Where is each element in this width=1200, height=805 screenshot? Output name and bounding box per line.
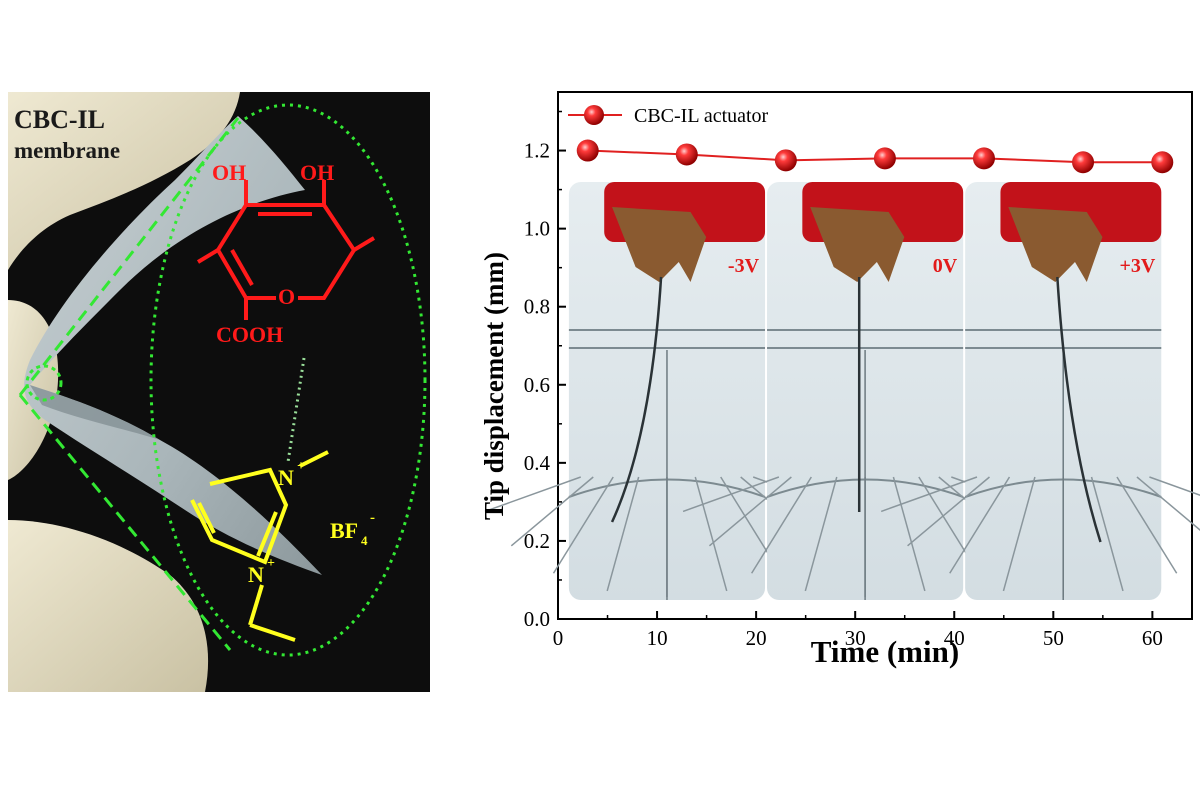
data-point (873, 147, 896, 170)
x-tick-label: 0 (553, 626, 564, 650)
acid-carboxyl: COOH (216, 322, 283, 347)
ionic-liquid-structure (190, 450, 329, 642)
acid-oh-left: OH (212, 160, 246, 185)
y-axis-title: Tip displacement (mm) (479, 252, 509, 520)
acid-structure (196, 180, 376, 320)
inset-protractor-tick (1149, 476, 1200, 496)
inset-protractor-tick (1136, 476, 1200, 531)
membrane-fold (30, 385, 160, 440)
inset-clamp-jaw (810, 207, 905, 282)
glove-upper (8, 92, 240, 270)
data-point (576, 139, 599, 162)
x-tick-label: 40 (944, 626, 965, 650)
x-axis-title: Time (min) (811, 634, 959, 669)
zoom-spot (25, 364, 63, 402)
inset-protractor-tick (484, 476, 582, 513)
y-tick-label: 1.2 (524, 139, 550, 163)
y-tick-label: 0.6 (524, 373, 550, 397)
inset-protractor-tick (606, 476, 640, 592)
photo-label-line1: CBC-IL (14, 105, 105, 134)
x-tick-label: 50 (1043, 626, 1064, 650)
data-point (1151, 151, 1174, 174)
inset-0: -3V (484, 182, 850, 600)
cation-n-bottom: N (248, 562, 264, 587)
acid-ring-oxygen: O (278, 284, 295, 309)
inset-protractor-tick (804, 476, 838, 592)
acid-oh-right: OH (300, 160, 334, 185)
inset-protractor-tick (750, 476, 812, 574)
inset-protractor-tick (708, 476, 792, 547)
data-point (675, 143, 698, 166)
y-tick-label: 1.0 (524, 217, 550, 241)
inset-protractor-tick (552, 476, 614, 574)
inset-2: +3V (880, 182, 1200, 600)
x-tick-label: 10 (647, 626, 668, 650)
legend: CBC-IL actuator (568, 105, 769, 127)
anion-subscript: 4 (361, 533, 368, 548)
y-tick-label: 0.2 (524, 529, 550, 553)
inset-actuator-strip (1056, 276, 1102, 543)
cation-n-top: N (278, 465, 294, 490)
inset-protractor-tick (949, 476, 1011, 574)
inset-protractor-tick (1090, 476, 1124, 592)
inset-voltage-label: +3V (1119, 255, 1155, 277)
x-tick-label: 60 (1142, 626, 1163, 650)
x-axis: 0 10 20 30 40 50 60 (553, 611, 1163, 650)
inset-protractor-tick (892, 476, 926, 592)
cation-n-top-charge: + (297, 459, 305, 474)
data-point (1072, 151, 1095, 174)
inset-clamp-jaw (1008, 207, 1103, 282)
displacement-chart: -3V 0V +3V 0.0 0.2 0.4 0.6 0.8 1.0 1.2 0 10 20 30 40… (479, 91, 1200, 669)
inset-1: 0V (682, 182, 1048, 600)
legend-label: CBC-IL actuator (634, 105, 769, 127)
ring-oxygen-mask (276, 284, 298, 308)
photo-label-line2: membrane (14, 138, 120, 163)
zoom-ellipse (149, 103, 427, 657)
inset-clamp-jaw (612, 207, 707, 282)
glove-lower (8, 520, 209, 692)
data-point (774, 149, 797, 172)
cation-n-bottom-charge: + (267, 556, 275, 571)
anion-label: BF (330, 518, 358, 543)
x-tick-label: 20 (746, 626, 767, 650)
y-tick-label: 0.4 (524, 451, 551, 475)
plot-frame (557, 91, 1193, 620)
y-tick-label: 0.0 (524, 607, 550, 631)
y-axis: 0.0 0.2 0.4 0.6 0.8 1.0 1.2 (524, 110, 566, 631)
inset-protractor-tick (510, 476, 594, 547)
y-tick-label: 0.8 (524, 295, 550, 319)
inset-protractor-tick (1002, 476, 1036, 592)
membrane-photo: CBC-IL membrane OH OH O COOH N (8, 92, 430, 692)
legend-marker (584, 105, 604, 125)
inset-protractor-tick (880, 476, 978, 513)
series-cbc-il (576, 139, 1174, 174)
membrane-sheet (24, 116, 322, 575)
inset-voltage-label: 0V (933, 255, 958, 277)
inset-protractor-tick (907, 476, 990, 547)
inset-actuator-strip (610, 276, 663, 523)
inset-voltage-label: -3V (728, 255, 760, 277)
data-point (972, 147, 995, 170)
anion-charge: - (370, 510, 375, 526)
inset-protractor-tick (1116, 476, 1178, 574)
x-tick-label: 30 (845, 626, 866, 650)
inset-protractor-tick (694, 476, 728, 592)
inset-photos: -3V 0V +3V (484, 182, 1200, 600)
inset-protractor-tick (682, 476, 780, 513)
